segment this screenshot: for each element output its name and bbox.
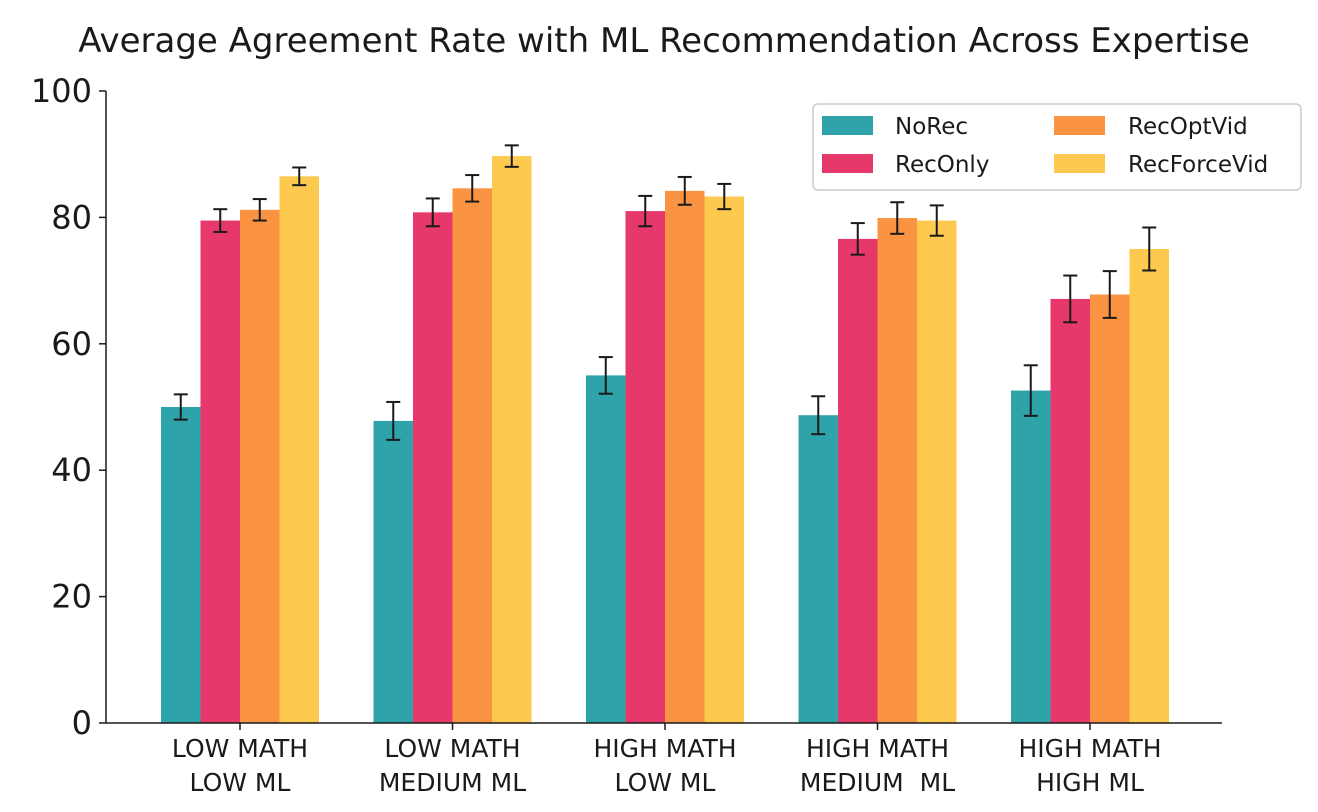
bar-norec-0 xyxy=(161,407,201,723)
error-bar-reconly-4 xyxy=(1063,274,1078,324)
x-tick-label-2-0: HIGH MATH xyxy=(593,734,736,763)
bar-recforcevid-2 xyxy=(704,196,744,723)
bar-recoptvid-3 xyxy=(877,218,917,724)
bar-recforcevid-1 xyxy=(492,156,532,723)
x-tick-label-4-0: HIGH MATH xyxy=(1018,734,1161,763)
bar-recoptvid-0 xyxy=(240,209,280,724)
bar-norec-1 xyxy=(373,420,413,723)
error-bar-recforcevid-3 xyxy=(929,204,944,237)
bars-layer xyxy=(161,144,1169,724)
bar-norec-2 xyxy=(586,375,626,723)
error-bar-recoptvid-3 xyxy=(890,201,905,235)
error-bar-reconly-3 xyxy=(850,222,865,256)
error-bar-recforcevid-2 xyxy=(717,182,732,211)
bar-reconly-0 xyxy=(200,220,240,723)
y-tick-label-1: 20 xyxy=(51,578,92,616)
bar-norec-4 xyxy=(1011,390,1051,723)
legend-swatch-recoptvid xyxy=(1054,116,1105,135)
legend-swatch-recforcevid xyxy=(1054,154,1105,173)
bar-reconly-3 xyxy=(838,238,878,723)
bar-reconly-1 xyxy=(413,212,453,723)
error-bar-recforcevid-1 xyxy=(504,144,519,168)
chart-title: Average Agreement Rate with ML Recommend… xyxy=(78,21,1250,61)
y-tick-label-0: 0 xyxy=(72,704,92,742)
y-tick-label-3: 60 xyxy=(51,325,92,363)
legend-item-norec: NoRec xyxy=(822,114,968,140)
legend-label-norec: NoRec xyxy=(895,114,968,140)
bar-recforcevid-0 xyxy=(279,176,319,723)
x-tick-label-4-1: HIGH ML xyxy=(1036,768,1144,797)
bar-recoptvid-4 xyxy=(1090,294,1130,723)
error-bar-recoptvid-1 xyxy=(465,174,480,203)
error-bar-reconly-2 xyxy=(638,194,653,228)
bar-reconly-4 xyxy=(1050,298,1090,723)
legend-swatch-reconly xyxy=(822,154,873,173)
x-tick-label-3-1: MEDIUM ML xyxy=(800,768,955,797)
x-tick-label-0-0: LOW MATH xyxy=(172,734,308,763)
bar-norec-3 xyxy=(798,415,838,723)
bar-recforcevid-4 xyxy=(1129,249,1169,723)
legend-label-reconly: RecOnly xyxy=(895,152,989,178)
error-bar-reconly-1 xyxy=(425,197,440,228)
legend-item-recoptvid: RecOptVid xyxy=(1054,114,1248,140)
error-bar-recoptvid-0 xyxy=(252,198,267,222)
y-tick-label-5: 100 xyxy=(31,72,92,110)
legend-frame xyxy=(812,103,1302,191)
error-bar-recoptvid-4 xyxy=(1102,270,1117,319)
y-tick-label-2: 40 xyxy=(51,451,92,489)
error-bar-norec-1 xyxy=(386,400,401,441)
bar-recoptvid-2 xyxy=(665,190,705,723)
error-bar-norec-3 xyxy=(811,395,826,436)
bar-reconly-2 xyxy=(625,211,665,723)
x-tick-label-1-1: MEDIUM ML xyxy=(379,768,526,797)
error-bar-norec-2 xyxy=(598,356,613,395)
x-tick-label-3-0: HIGH MATH xyxy=(806,734,949,763)
error-bar-recoptvid-2 xyxy=(677,175,692,206)
error-bar-recforcevid-4 xyxy=(1142,226,1157,272)
legend-item-reconly: RecOnly xyxy=(822,152,989,178)
error-bar-reconly-0 xyxy=(213,208,228,233)
y-tick-label-4: 80 xyxy=(51,198,92,236)
error-bar-recforcevid-0 xyxy=(292,166,307,187)
error-bar-norec-0 xyxy=(173,393,188,421)
legend: NoRec RecOnly RecOptVid RecForceVid xyxy=(812,103,1302,191)
error-bar-norec-4 xyxy=(1023,364,1038,417)
legend-swatch-norec xyxy=(822,116,873,135)
bar-recoptvid-1 xyxy=(452,188,492,723)
axes-layer: LOW MATH LOW ML LOW MATH MEDIUM ML HIGH MATH… xyxy=(31,72,1222,797)
legend-label-recoptvid: RecOptVid xyxy=(1128,114,1248,140)
x-tick-label-2-1: LOW ML xyxy=(615,768,716,797)
legend-item-recforcevid: RecForceVid xyxy=(1054,152,1268,178)
legend-label-recforcevid: RecForceVid xyxy=(1128,152,1268,178)
x-tick-label-1-0: LOW MATH xyxy=(384,734,520,763)
bar-recforcevid-3 xyxy=(917,220,957,723)
x-tick-label-0-1: LOW ML xyxy=(190,768,291,797)
